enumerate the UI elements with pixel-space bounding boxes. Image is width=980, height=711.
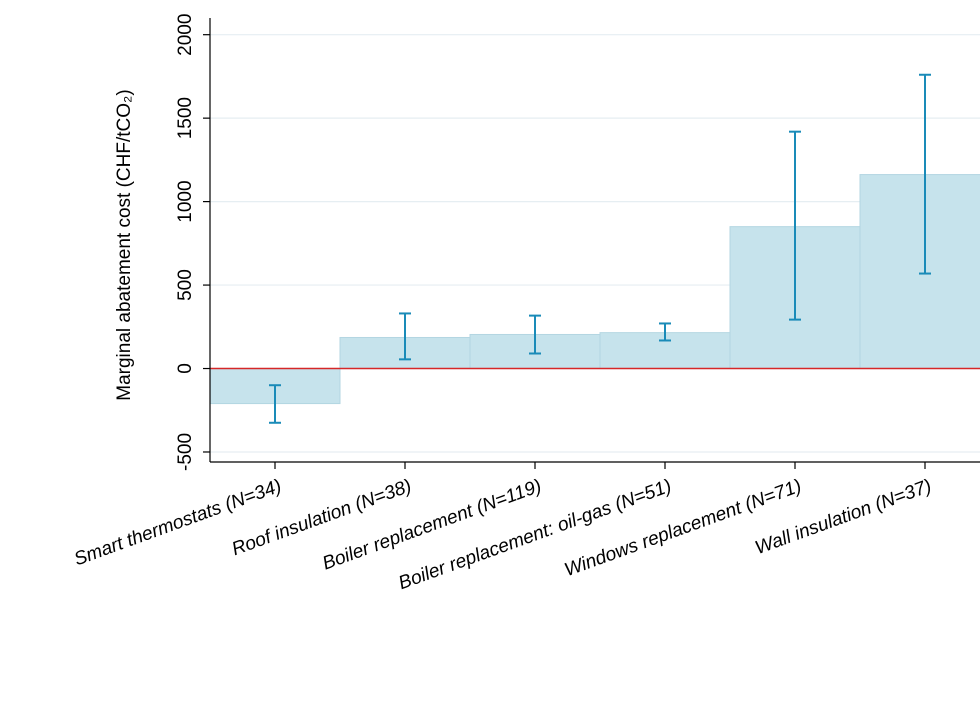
y-tick-label: 0 [175, 363, 196, 374]
y-axis-label: Marginal abatement cost (CHF/tCO₂) [114, 89, 135, 400]
x-tick-label: Windows replacement (N=71) [562, 476, 805, 581]
y-tick-label: 500 [175, 269, 196, 301]
y-tick-label: 1500 [175, 97, 196, 139]
x-tick-label: Smart thermostats (N=34) [71, 476, 284, 571]
bar [859, 174, 980, 370]
y-tick-label: 1000 [175, 180, 196, 222]
y-tick-label: 2000 [175, 14, 196, 56]
x-tick-label: Boiler replacement (N=119) [320, 476, 545, 575]
y-tick-label: -500 [175, 433, 196, 471]
